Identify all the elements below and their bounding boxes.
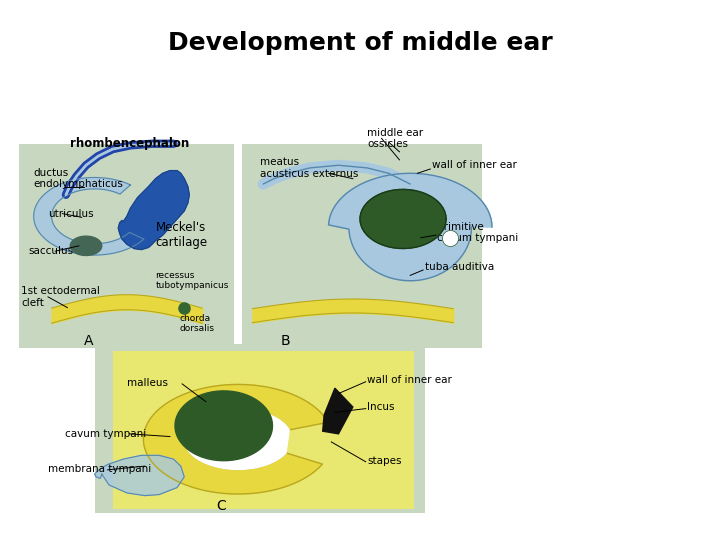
Text: rhombencephalon: rhombencephalon — [70, 137, 189, 150]
FancyBboxPatch shape — [19, 144, 235, 348]
FancyBboxPatch shape — [242, 144, 482, 348]
Text: wall of inner ear: wall of inner ear — [432, 160, 516, 170]
Text: meatus
acusticus externus: meatus acusticus externus — [260, 157, 358, 179]
Polygon shape — [184, 409, 289, 469]
Polygon shape — [71, 236, 102, 255]
Text: primitive
cavum tympani: primitive cavum tympani — [438, 221, 518, 243]
Text: Meckel's
cartilage: Meckel's cartilage — [156, 221, 207, 249]
Text: tuba auditiva: tuba auditiva — [425, 262, 494, 272]
Polygon shape — [323, 388, 353, 434]
Text: cavum tympani: cavum tympani — [65, 429, 145, 439]
Polygon shape — [34, 178, 144, 255]
Text: B: B — [281, 334, 291, 348]
Text: chorda
dorsalis: chorda dorsalis — [179, 314, 215, 333]
Text: recessus
tubotympanicus: recessus tubotympanicus — [156, 271, 229, 291]
Text: 1st ectodermal
cleft: 1st ectodermal cleft — [22, 286, 100, 308]
Text: A: A — [84, 334, 94, 348]
Text: C: C — [217, 500, 226, 514]
Polygon shape — [118, 171, 189, 249]
Text: sacculus: sacculus — [29, 246, 73, 256]
Text: wall of inner ear: wall of inner ear — [367, 375, 452, 385]
Text: utriculus: utriculus — [48, 208, 94, 219]
Polygon shape — [360, 190, 446, 248]
Text: stapes: stapes — [367, 456, 402, 465]
FancyBboxPatch shape — [94, 343, 425, 513]
Text: Incus: Incus — [367, 402, 395, 412]
Text: malleus: malleus — [127, 378, 168, 388]
Text: Development of middle ear: Development of middle ear — [168, 31, 552, 55]
Polygon shape — [328, 173, 492, 281]
FancyBboxPatch shape — [112, 350, 414, 509]
Text: ductus
endolymphaticus: ductus endolymphaticus — [34, 168, 124, 190]
Text: membrana tympani: membrana tympani — [48, 464, 151, 474]
Polygon shape — [175, 391, 272, 461]
Polygon shape — [143, 384, 328, 494]
Text: middle ear
ossicles: middle ear ossicles — [367, 127, 423, 149]
Polygon shape — [94, 455, 184, 496]
